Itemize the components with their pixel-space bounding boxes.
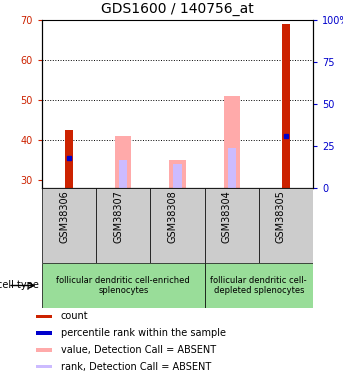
Bar xyxy=(96,188,150,263)
Bar xyxy=(228,148,236,188)
Bar xyxy=(36,315,52,318)
Bar xyxy=(259,188,313,263)
Bar xyxy=(36,365,52,369)
Text: value, Detection Call = ABSENT: value, Detection Call = ABSENT xyxy=(61,345,216,355)
Bar xyxy=(150,188,205,263)
Bar xyxy=(205,263,313,308)
Text: GSM38307: GSM38307 xyxy=(113,190,123,243)
Text: percentile rank within the sample: percentile rank within the sample xyxy=(61,328,226,338)
Bar xyxy=(174,164,181,188)
Bar xyxy=(42,188,96,263)
Text: cell type: cell type xyxy=(0,280,38,291)
Text: follicular dendritic cell-
depleted splenocytes: follicular dendritic cell- depleted sple… xyxy=(211,276,307,295)
Text: GSM38305: GSM38305 xyxy=(276,190,286,243)
Text: GSM38304: GSM38304 xyxy=(222,190,232,243)
Title: GDS1600 / 140756_at: GDS1600 / 140756_at xyxy=(101,2,254,16)
Bar xyxy=(42,263,205,308)
Bar xyxy=(119,160,127,188)
Text: follicular dendritic cell-enriched
splenocytes: follicular dendritic cell-enriched splen… xyxy=(57,276,190,295)
Bar xyxy=(205,188,259,263)
Bar xyxy=(36,348,52,352)
Bar xyxy=(36,331,52,335)
Bar xyxy=(169,160,186,188)
Text: GSM38306: GSM38306 xyxy=(59,190,69,243)
Bar xyxy=(282,24,290,188)
Text: count: count xyxy=(61,311,88,321)
Text: rank, Detection Call = ABSENT: rank, Detection Call = ABSENT xyxy=(61,362,211,372)
Bar xyxy=(224,96,240,188)
Text: GSM38308: GSM38308 xyxy=(167,190,177,243)
Bar xyxy=(65,130,73,188)
Bar xyxy=(115,136,131,188)
